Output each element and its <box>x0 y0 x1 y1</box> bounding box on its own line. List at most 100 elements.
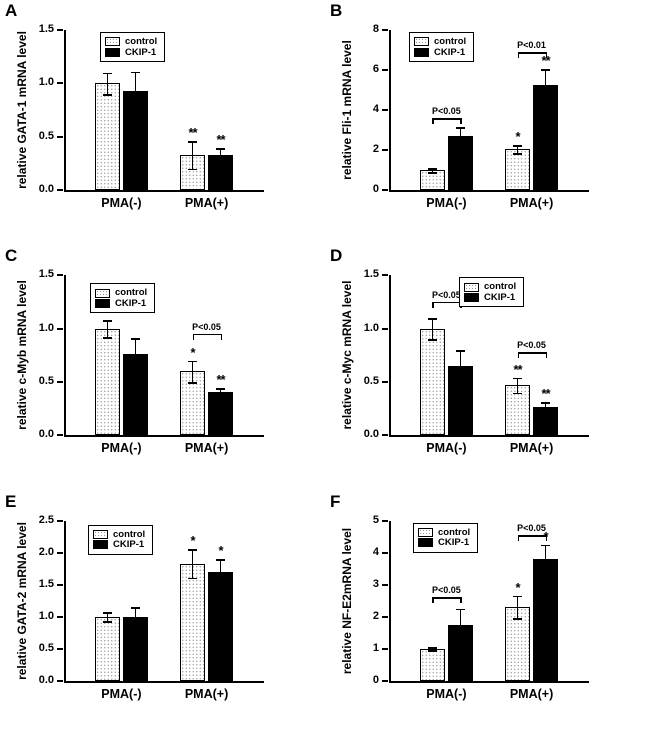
legend-label: CKIP-1 <box>115 297 147 309</box>
error-bar-cap <box>541 573 551 576</box>
bracket-tick <box>460 597 462 604</box>
legend-item-control: control <box>105 37 157 47</box>
legend: control CKIP-1 <box>409 32 475 62</box>
plot-area <box>64 520 264 683</box>
x-category-label: PMA(+) <box>509 686 554 701</box>
error-bar-cap <box>188 140 198 143</box>
y-tick-label: 1 <box>372 641 379 654</box>
bracket-tick <box>432 301 434 308</box>
y-tick <box>382 109 388 111</box>
bar-control-PMA(+) <box>505 149 531 190</box>
y-tick <box>57 82 63 85</box>
significance-star: * <box>515 129 521 144</box>
y-tick <box>382 380 388 383</box>
error-bar <box>219 559 222 585</box>
plot-area <box>389 30 589 192</box>
error-bar-cap <box>541 69 551 71</box>
y-axis-label: relative GATA-1 mRNA level <box>15 31 29 189</box>
y-tick-label: 0.0 <box>38 428 54 441</box>
y-tick-label: 0.5 <box>38 129 54 142</box>
bracket-tick <box>517 52 520 58</box>
error-bar-cap <box>427 168 437 170</box>
error-bar-cap <box>188 577 198 580</box>
y-tick-label: 4 <box>372 545 379 558</box>
x-category-label: PMA(+) <box>509 196 554 210</box>
error-bar <box>516 145 519 153</box>
error-bar-cap <box>427 650 437 652</box>
significance-bracket <box>517 52 546 54</box>
y-tick-label: 2.0 <box>38 545 54 558</box>
p-value-label: P<0.05 <box>517 340 546 351</box>
p-value-label: P<0.05 <box>432 585 461 596</box>
y-tick-label: 1.5 <box>38 268 54 281</box>
error-bar <box>459 608 462 641</box>
legend-item-CKIP-1: CKIP-1 <box>414 47 466 58</box>
y-tick-label: 0.5 <box>38 641 54 654</box>
error-bar-cap <box>216 148 226 150</box>
error-bar-cap <box>216 161 226 163</box>
legend: control CKIP-1 <box>459 277 525 308</box>
significance-star: ** <box>541 386 550 402</box>
y-tick <box>57 519 63 522</box>
error-bar <box>431 317 434 340</box>
bracket-tick <box>432 118 434 124</box>
error-bar-cap <box>102 72 112 75</box>
y-tick-label: 6 <box>372 63 379 75</box>
plot-area <box>64 30 264 192</box>
error-bar-cap <box>102 320 112 322</box>
error-bar <box>106 612 109 622</box>
y-axis-label: relative c-Myc mRNA level <box>340 280 354 430</box>
y-tick <box>382 551 388 554</box>
error-bar <box>544 544 547 574</box>
bar-control-PMA(-) <box>419 328 445 436</box>
y-tick <box>57 679 63 682</box>
plot-area <box>389 520 589 683</box>
y-tick-label: 0 <box>372 673 379 686</box>
error-bar <box>219 148 222 162</box>
y-tick <box>57 274 63 277</box>
bracket-tick <box>432 597 434 604</box>
significance-bracket <box>517 352 546 354</box>
bracket-tick <box>545 535 548 542</box>
error-bar-cap <box>513 595 523 598</box>
y-tick-label: 0 <box>372 183 379 195</box>
y-tick-label: 0.5 <box>363 374 379 387</box>
y-tick-label: 1.0 <box>363 321 379 334</box>
legend-swatch-control <box>93 529 108 539</box>
panel-letter-C: C <box>5 246 18 266</box>
error-bar-cap <box>216 584 226 587</box>
y-tick-label: 1.5 <box>363 268 379 281</box>
y-tick <box>382 327 388 330</box>
error-bar-cap <box>455 349 465 352</box>
error-bar-cap <box>130 338 140 340</box>
panel-letter-F: F <box>330 491 341 511</box>
x-category-label: PMA(+) <box>184 196 229 210</box>
y-tick <box>382 274 388 277</box>
bar-control-PMA(-) <box>94 328 120 436</box>
legend: control CKIP-1 <box>90 283 156 314</box>
legend-swatch-control <box>414 37 429 47</box>
legend-item-CKIP-1: CKIP-1 <box>105 47 157 58</box>
x-category-label: PMA(+) <box>184 686 229 701</box>
y-tick-label: 1.0 <box>38 321 54 334</box>
error-bar-cap <box>102 337 112 339</box>
y-tick <box>382 679 388 682</box>
bar-control-PMA(-) <box>94 616 120 681</box>
legend-label: control <box>125 36 158 47</box>
error-bar <box>516 377 519 393</box>
error-bar-cap <box>130 370 140 372</box>
p-value-label: P<0.05 <box>432 106 461 116</box>
legend-label: CKIP-1 <box>113 539 145 551</box>
legend-item-control: control <box>464 282 516 292</box>
y-tick-label: 3 <box>372 577 379 590</box>
x-category-label: PMA(-) <box>101 686 142 701</box>
y-tick <box>57 434 63 437</box>
y-tick <box>57 189 63 191</box>
error-bar <box>191 140 194 169</box>
bar-control-PMA(-) <box>419 648 445 681</box>
y-tick-label: 0.0 <box>363 428 379 441</box>
